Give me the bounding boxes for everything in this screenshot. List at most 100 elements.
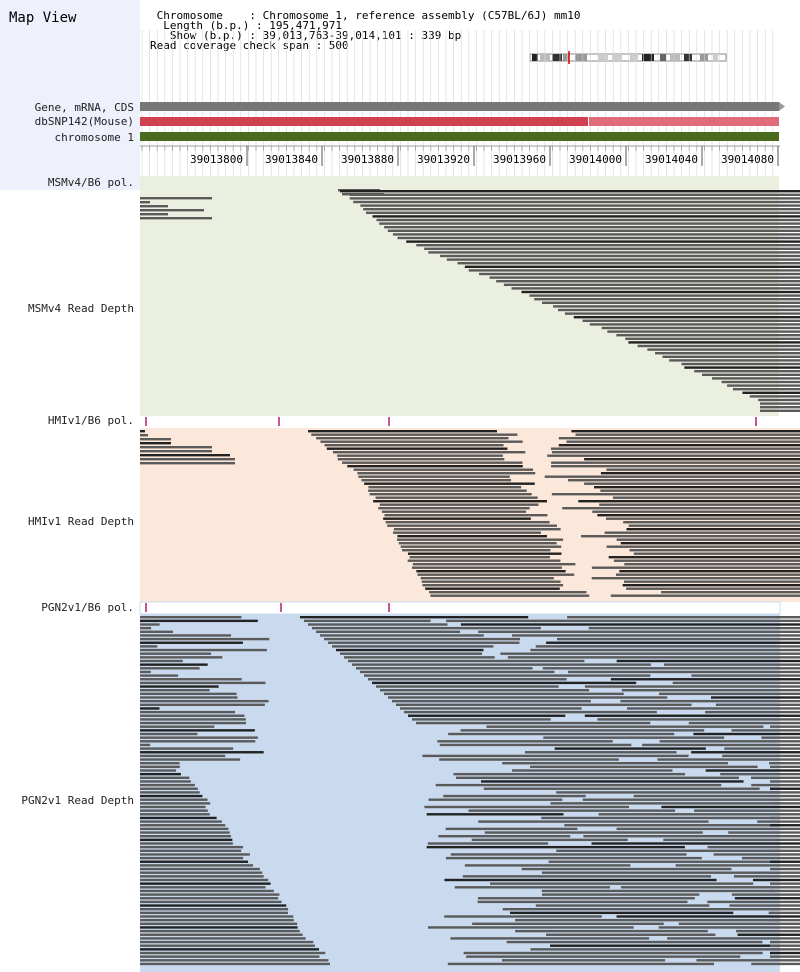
read-segment[interactable] <box>684 366 800 369</box>
read-segment[interactable] <box>304 619 431 623</box>
read-segment[interactable] <box>140 442 171 445</box>
read-segment[interactable] <box>140 645 158 648</box>
read-segment[interactable] <box>623 521 800 524</box>
read-segment[interactable] <box>770 882 800 885</box>
read-segment[interactable] <box>486 725 764 728</box>
gene-track-bar[interactable] <box>140 102 779 111</box>
read-segment[interactable] <box>336 648 484 652</box>
read-segment[interactable] <box>337 458 505 461</box>
read-segment[interactable] <box>564 312 800 315</box>
read-segment[interactable] <box>140 663 208 666</box>
read-segment[interactable] <box>637 344 800 348</box>
read-segment[interactable] <box>541 816 780 820</box>
read-segment[interactable] <box>770 725 800 728</box>
read-segment[interactable] <box>416 244 800 247</box>
read-segment[interactable] <box>140 732 198 736</box>
read-segment[interactable] <box>567 616 800 619</box>
read-segment[interactable] <box>140 875 264 878</box>
read-segment[interactable] <box>376 218 800 222</box>
read-segment[interactable] <box>140 205 168 208</box>
read-segment[interactable] <box>332 645 494 648</box>
read-segment[interactable] <box>770 824 800 827</box>
read-segment[interactable] <box>612 496 800 499</box>
chromosome-track-bar[interactable] <box>140 132 779 141</box>
read-segment[interactable] <box>140 707 160 710</box>
read-segment[interactable] <box>502 959 666 962</box>
read-segment[interactable] <box>675 864 800 867</box>
read-segment[interactable] <box>140 209 204 212</box>
read-segment[interactable] <box>140 787 198 790</box>
read-segment[interactable] <box>308 430 497 433</box>
read-segment[interactable] <box>575 433 800 436</box>
read-segment[interactable] <box>626 528 800 531</box>
read-segment[interactable] <box>625 337 800 340</box>
read-segment[interactable] <box>140 878 269 882</box>
read-segment[interactable] <box>140 721 247 725</box>
read-segment[interactable] <box>534 298 800 301</box>
read-segment[interactable] <box>529 294 800 297</box>
read-segment[interactable] <box>397 236 800 240</box>
read-segment[interactable] <box>444 878 717 882</box>
read-segment[interactable] <box>140 933 303 936</box>
read-segment[interactable] <box>506 940 763 944</box>
read-segment[interactable] <box>140 754 226 758</box>
read-segment[interactable] <box>140 926 298 929</box>
read-segment[interactable] <box>511 769 673 772</box>
read-segment[interactable] <box>140 681 266 685</box>
read-segment[interactable] <box>607 330 800 333</box>
read-segment[interactable] <box>770 940 800 944</box>
read-segment[interactable] <box>751 776 800 779</box>
read-segment[interactable] <box>140 816 217 820</box>
chromosome-ideogram[interactable] <box>529 51 727 64</box>
read-segment[interactable] <box>438 835 571 838</box>
read-segment[interactable] <box>624 563 800 566</box>
read-segment[interactable] <box>379 222 800 225</box>
read-segment[interactable] <box>140 794 203 798</box>
read-segment[interactable] <box>300 616 529 619</box>
read-segment[interactable] <box>616 659 800 663</box>
read-segment[interactable] <box>581 535 800 538</box>
read-segment[interactable] <box>584 482 800 485</box>
read-segment[interactable] <box>140 824 226 827</box>
read-segment[interactable] <box>372 681 637 685</box>
read-segment[interactable] <box>770 765 800 769</box>
read-segment[interactable] <box>358 475 510 478</box>
read-segment[interactable] <box>707 900 800 904</box>
read-segment[interactable] <box>705 769 800 772</box>
read-segment[interactable] <box>140 454 230 457</box>
read-segment[interactable] <box>591 842 800 845</box>
read-segment[interactable] <box>761 736 800 739</box>
read-segment[interactable] <box>140 897 279 900</box>
read-segment[interactable] <box>770 780 800 783</box>
read-segment[interactable] <box>140 641 243 644</box>
read-segment[interactable] <box>140 783 195 787</box>
read-segment[interactable] <box>616 334 800 337</box>
read-segment[interactable] <box>512 634 800 637</box>
read-segment[interactable] <box>140 446 212 449</box>
read-segment[interactable] <box>140 710 236 714</box>
read-segment[interactable] <box>316 437 509 440</box>
read-segment[interactable] <box>702 373 800 376</box>
read-segment[interactable] <box>380 689 590 692</box>
read-segment[interactable] <box>368 486 522 489</box>
read-segment[interactable] <box>140 769 177 772</box>
read-segment[interactable] <box>604 531 800 534</box>
read-segment[interactable] <box>722 754 800 758</box>
read-segment[interactable] <box>464 864 631 867</box>
read-segment[interactable] <box>633 552 800 555</box>
read-segment[interactable] <box>578 500 800 503</box>
read-segment[interactable] <box>770 908 800 911</box>
read-segment[interactable] <box>591 566 800 569</box>
read-segment[interactable] <box>411 566 562 569</box>
read-segment[interactable] <box>140 696 238 699</box>
read-segment[interactable] <box>541 871 780 874</box>
read-segment[interactable] <box>515 929 708 933</box>
read-segment[interactable] <box>481 780 744 783</box>
read-segment[interactable] <box>770 802 800 805</box>
read-segment[interactable] <box>707 845 800 849</box>
read-segment[interactable] <box>530 948 780 951</box>
read-segment[interactable] <box>417 573 575 576</box>
read-segment[interactable] <box>356 667 533 670</box>
read-segment[interactable] <box>672 681 800 685</box>
read-segment[interactable] <box>566 440 800 443</box>
